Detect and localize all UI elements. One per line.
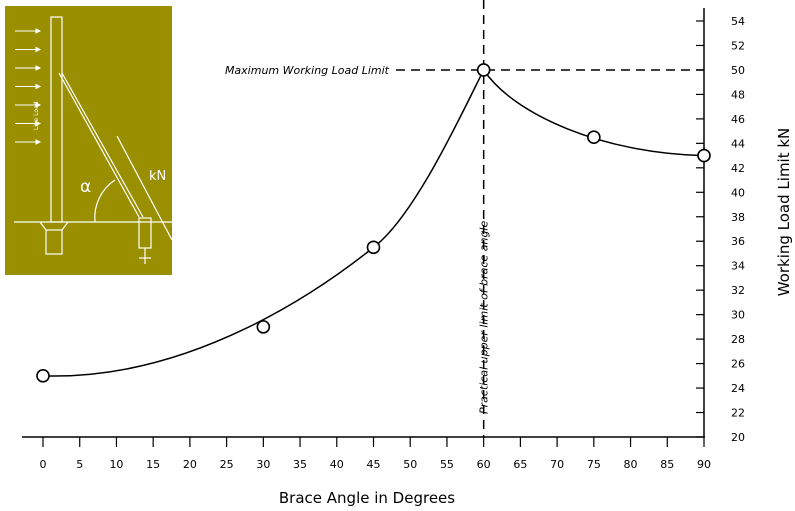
y-tick-label: 44	[731, 137, 745, 150]
x-tick-label: 80	[624, 458, 638, 471]
x-tick-label: 0	[40, 458, 47, 471]
y-tick-label: 54	[731, 15, 745, 28]
load-arrow-head	[35, 83, 42, 90]
kn-label: kN	[149, 169, 166, 184]
brace-line	[58, 72, 140, 218]
y-tick-label: 22	[731, 407, 745, 420]
force-arrow	[116, 135, 173, 241]
x-tick-label: 40	[330, 458, 344, 471]
data-point	[697, 148, 711, 163]
x-tick-label: 15	[146, 458, 160, 471]
x-tick-label: 70	[550, 458, 564, 471]
x-tick-label: 50	[403, 458, 417, 471]
load-arrow-head	[35, 120, 42, 127]
max-wll-annotation: Maximum Working Load Limit	[225, 64, 390, 77]
alpha-label: α	[80, 177, 91, 197]
y-tick-label: 30	[731, 309, 745, 322]
x-tick-label: 85	[660, 458, 674, 471]
y-tick-label: 50	[731, 64, 745, 77]
x-tick-label: 20	[183, 458, 197, 471]
x-axis-ticks: 0 5 10 15 20 25 30 35 40 45 50 55 60 65 70 75 80 85 90	[40, 437, 711, 471]
data-point	[36, 369, 50, 383]
x-tick-label: 10	[109, 458, 123, 471]
load-arrow-head	[35, 46, 42, 53]
x-tick-label: 5	[76, 458, 83, 471]
practical-limit-annotation: Practical upper limit of brace angle	[478, 221, 491, 414]
data-point	[366, 240, 381, 255]
live-load-arrows	[15, 28, 42, 145]
brace-diagram-inset: Live Load α kN	[5, 6, 173, 275]
angle-arc	[94, 179, 116, 223]
x-tick-label: 25	[220, 458, 234, 471]
wall-footing	[45, 229, 63, 255]
x-tick-label: 55	[440, 458, 454, 471]
x-tick-label: 75	[587, 458, 601, 471]
y-axis-ticks: 20 22 24 26 28 30 32 34 36 38 40 42 44 46 48 50 52 54	[696, 15, 745, 444]
x-tick-label: 35	[293, 458, 307, 471]
wll-data-points	[36, 63, 711, 383]
data-point	[587, 130, 601, 145]
y-tick-label: 32	[731, 284, 745, 297]
x-tick-label: 45	[367, 458, 381, 471]
y-tick-label: 40	[731, 186, 745, 199]
inset-background	[5, 6, 172, 275]
y-tick-label: 38	[731, 211, 745, 224]
x-tick-label: 60	[477, 458, 491, 471]
x-tick-label: 30	[256, 458, 270, 471]
data-point	[476, 63, 491, 77]
y-tick-label: 46	[731, 113, 745, 126]
x-tick-label: 65	[513, 458, 527, 471]
y-axis-title: Working Load Limit kN	[775, 128, 793, 297]
y-tick-label: 28	[731, 333, 745, 346]
y-tick-label: 20	[731, 431, 745, 444]
y-tick-label: 36	[731, 235, 745, 248]
y-tick-label: 34	[731, 260, 745, 273]
wll-curve	[42, 68, 705, 377]
y-tick-label: 42	[731, 162, 745, 175]
data-point	[256, 320, 271, 334]
x-tick-label: 90	[697, 458, 711, 471]
live-load-label: Live Load	[33, 101, 40, 130]
y-tick-label: 24	[731, 382, 745, 395]
y-tick-label: 48	[731, 88, 745, 101]
load-arrow-head	[35, 102, 42, 108]
load-arrow-head	[35, 28, 42, 34]
load-arrow-head	[35, 65, 42, 71]
y-tick-label: 52	[731, 39, 745, 52]
x-axis-title: Brace Angle in Degrees	[279, 489, 455, 507]
y-tick-label: 26	[731, 358, 745, 371]
load-arrow-head	[35, 139, 42, 145]
